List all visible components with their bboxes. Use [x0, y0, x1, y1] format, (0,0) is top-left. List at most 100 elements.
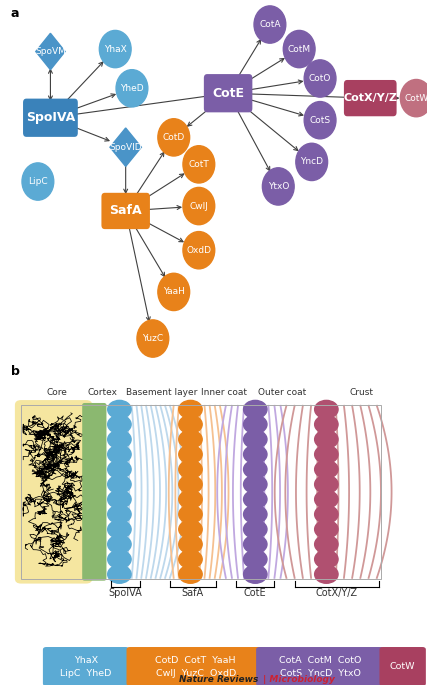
Circle shape	[314, 401, 337, 419]
FancyBboxPatch shape	[255, 647, 383, 685]
Text: Crust: Crust	[349, 388, 373, 397]
Circle shape	[304, 101, 335, 139]
Circle shape	[283, 30, 314, 68]
Text: YhaX: YhaX	[74, 656, 98, 665]
Text: SpoIVA: SpoIVA	[26, 111, 75, 124]
Circle shape	[243, 490, 266, 508]
FancyBboxPatch shape	[101, 192, 150, 229]
FancyBboxPatch shape	[82, 403, 106, 581]
Circle shape	[178, 445, 202, 463]
Circle shape	[157, 273, 189, 310]
Circle shape	[178, 490, 202, 508]
Circle shape	[243, 475, 266, 493]
Text: YheD: YheD	[120, 84, 144, 92]
Text: CotD  CotT  YaaH: CotD CotT YaaH	[155, 656, 235, 665]
Circle shape	[314, 565, 337, 583]
Circle shape	[399, 79, 430, 116]
Circle shape	[108, 460, 131, 478]
Circle shape	[243, 535, 266, 553]
Text: CotD: CotD	[162, 133, 184, 142]
Circle shape	[178, 550, 202, 569]
Text: CotS  YncD  YtxO: CotS YncD YtxO	[279, 669, 359, 678]
Text: Cortex: Cortex	[87, 388, 117, 397]
Circle shape	[243, 401, 266, 419]
Text: CotX/Y/Z: CotX/Y/Z	[315, 588, 357, 599]
Circle shape	[116, 70, 147, 107]
Text: | Microbiology: | Microbiology	[262, 675, 334, 684]
Text: CwlJ  YuzC  OxdD: CwlJ YuzC OxdD	[155, 669, 235, 678]
Text: LipC: LipC	[28, 177, 48, 186]
Circle shape	[178, 430, 202, 449]
FancyBboxPatch shape	[23, 99, 78, 137]
Circle shape	[108, 506, 131, 523]
Circle shape	[178, 460, 202, 478]
Text: YncD: YncD	[300, 158, 322, 166]
Circle shape	[108, 401, 131, 419]
Text: CotW: CotW	[403, 94, 427, 103]
Text: CotA  CotM  CotO: CotA CotM CotO	[278, 656, 360, 665]
Circle shape	[314, 521, 337, 538]
Text: YtxO: YtxO	[267, 182, 288, 191]
Text: CotA: CotA	[258, 20, 280, 29]
Text: SafA: SafA	[109, 204, 141, 217]
Circle shape	[178, 415, 202, 434]
Circle shape	[99, 30, 131, 68]
Circle shape	[262, 168, 294, 205]
Text: OxdD: OxdD	[186, 246, 211, 255]
Circle shape	[314, 535, 337, 553]
Text: LipC  YheD: LipC YheD	[60, 669, 111, 678]
Circle shape	[253, 6, 285, 43]
Circle shape	[22, 163, 54, 200]
Circle shape	[178, 535, 202, 553]
Text: Basement layer: Basement layer	[125, 388, 197, 397]
Circle shape	[108, 475, 131, 493]
FancyBboxPatch shape	[343, 80, 396, 116]
Circle shape	[108, 415, 131, 434]
Polygon shape	[110, 128, 141, 166]
Circle shape	[182, 146, 214, 183]
Circle shape	[295, 143, 327, 181]
Circle shape	[178, 521, 202, 538]
Text: YuzC: YuzC	[142, 334, 163, 343]
Circle shape	[243, 506, 266, 523]
Text: CwlJ: CwlJ	[189, 201, 208, 210]
Circle shape	[108, 521, 131, 538]
Circle shape	[314, 430, 337, 449]
Circle shape	[243, 415, 266, 434]
Circle shape	[243, 430, 266, 449]
Circle shape	[108, 550, 131, 569]
Circle shape	[108, 445, 131, 463]
Text: CotE: CotE	[212, 87, 243, 100]
Text: Core: Core	[46, 388, 67, 397]
Text: b: b	[11, 364, 19, 377]
Circle shape	[314, 550, 337, 569]
Text: CotT: CotT	[188, 160, 209, 169]
Circle shape	[314, 445, 337, 463]
FancyBboxPatch shape	[203, 74, 252, 112]
FancyBboxPatch shape	[126, 647, 264, 685]
Circle shape	[314, 506, 337, 523]
Circle shape	[178, 475, 202, 493]
Circle shape	[314, 415, 337, 434]
Polygon shape	[36, 34, 65, 70]
Circle shape	[108, 490, 131, 508]
Text: CotO: CotO	[308, 74, 331, 83]
Text: CotM: CotM	[287, 45, 310, 53]
Text: SafA: SafA	[181, 588, 203, 599]
Circle shape	[182, 188, 214, 225]
Circle shape	[108, 535, 131, 553]
Circle shape	[178, 506, 202, 523]
Circle shape	[137, 320, 169, 357]
FancyBboxPatch shape	[43, 647, 129, 685]
Circle shape	[314, 475, 337, 493]
Text: SpoVID: SpoVID	[109, 142, 141, 151]
Circle shape	[243, 565, 266, 583]
Circle shape	[243, 550, 266, 569]
Text: YaaH: YaaH	[163, 288, 184, 297]
Circle shape	[108, 430, 131, 449]
Circle shape	[178, 565, 202, 583]
Text: CotS: CotS	[309, 116, 330, 125]
Text: CotX/Y/Z: CotX/Y/Z	[342, 93, 396, 103]
Circle shape	[304, 60, 335, 97]
Text: Outer coat: Outer coat	[258, 388, 306, 397]
